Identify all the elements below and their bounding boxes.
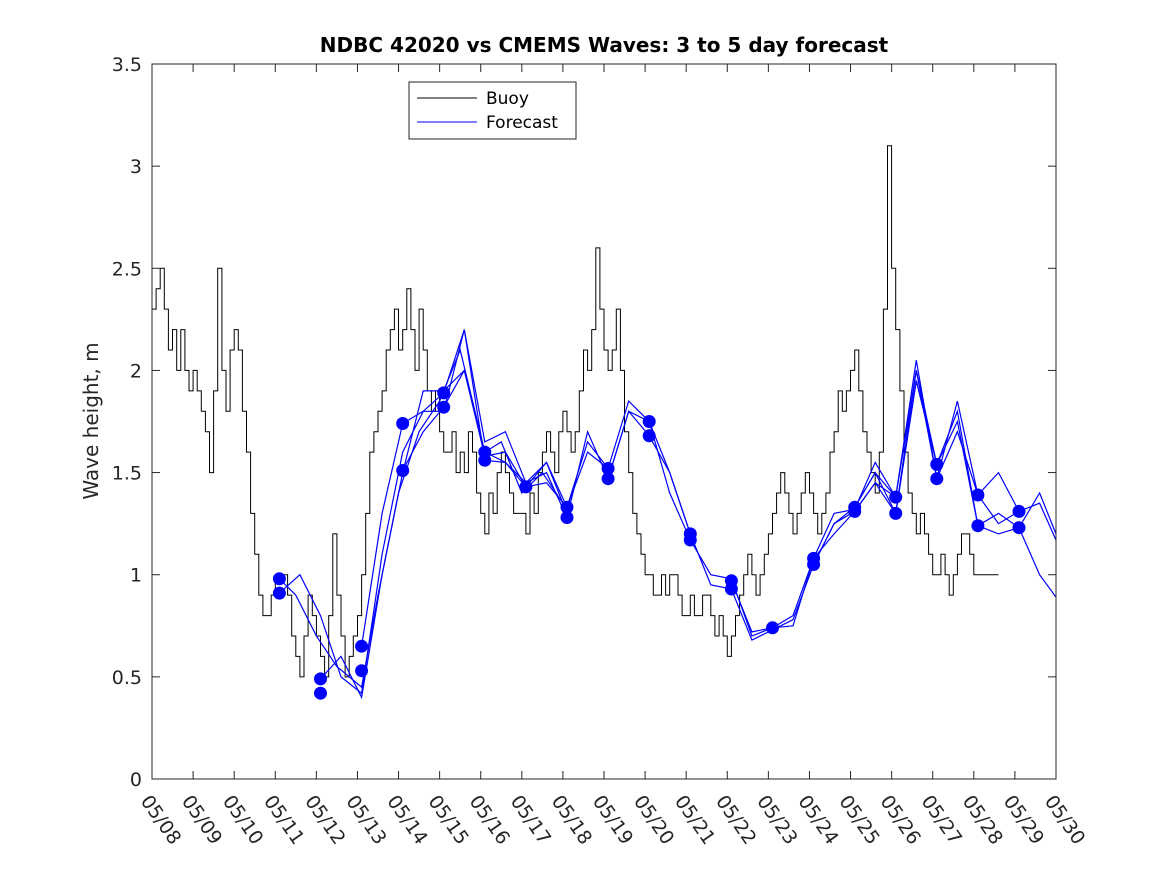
plot-area [152, 145, 1056, 700]
forecast-point-9 [437, 386, 451, 400]
forecast-point-1 [272, 572, 286, 586]
y-axis-label: Wave height, m [79, 342, 103, 499]
forecast-point-33 [971, 488, 985, 502]
legend: Buoy Forecast [408, 81, 577, 140]
forecast-point-10 [437, 400, 451, 414]
forecast-point-36 [1012, 521, 1026, 535]
chart-title: NDBC 42020 vs CMEMS Waves: 3 to 5 day fo… [320, 33, 889, 57]
forecast-point-15 [560, 511, 574, 524]
forecast-point-28 [848, 504, 862, 518]
forecast-point-13 [519, 480, 533, 494]
forecast-point-32 [930, 472, 944, 486]
legend-buoy-label: Buoy [486, 89, 529, 109]
forecast-point-31 [930, 457, 944, 471]
forecast-point-2 [272, 586, 286, 600]
forecast-run-line-10 [854, 360, 1056, 541]
forecast-point-7 [396, 417, 410, 430]
forecast-point-18 [642, 415, 656, 428]
forecast-point-30 [889, 506, 903, 520]
forecast-run-line-8 [730, 370, 1020, 633]
forecast-run-line-6 [607, 410, 897, 637]
buoy-series-line [152, 145, 999, 678]
y-tick-label-1: 0.5 [112, 667, 142, 689]
forecast-point-17 [601, 472, 615, 486]
forecast-point-23 [724, 582, 738, 596]
forecast-run-line-7 [648, 370, 938, 641]
forecast-point-5 [355, 639, 369, 653]
forecast-point-14 [560, 500, 574, 514]
forecast-point-21 [683, 533, 697, 547]
forecast-point-3 [314, 672, 327, 686]
forecast-point-12 [478, 453, 492, 467]
forecast-point-16 [601, 462, 615, 475]
series-group [152, 145, 1056, 700]
forecast-point-19 [642, 429, 656, 443]
forecast-run-line-1 [278, 348, 564, 689]
forecast-point-8 [396, 464, 410, 477]
forecast-point-6 [355, 664, 369, 678]
forecast-point-24 [766, 621, 779, 635]
y-tick-label-3: 1.5 [112, 463, 142, 485]
forecast-point-34 [971, 519, 985, 533]
legend-forecast-label: Forecast [486, 113, 558, 133]
y-tick-label-4: 2 [130, 360, 142, 382]
legend-box [408, 81, 577, 140]
forecast-point-26 [807, 558, 821, 571]
y-tick-label-6: 3 [130, 156, 142, 178]
y-tick-label-0: 0 [130, 769, 142, 791]
forecast-run-line-5 [402, 368, 691, 535]
forecast-point-35 [1012, 504, 1026, 518]
y-tick-label-5: 2.5 [112, 258, 142, 280]
forecast-point-4 [314, 686, 327, 700]
forecast-point-29 [889, 490, 903, 504]
y-tick-label-2: 1 [130, 565, 142, 587]
y-tick-label-7: 3.5 [112, 54, 142, 76]
